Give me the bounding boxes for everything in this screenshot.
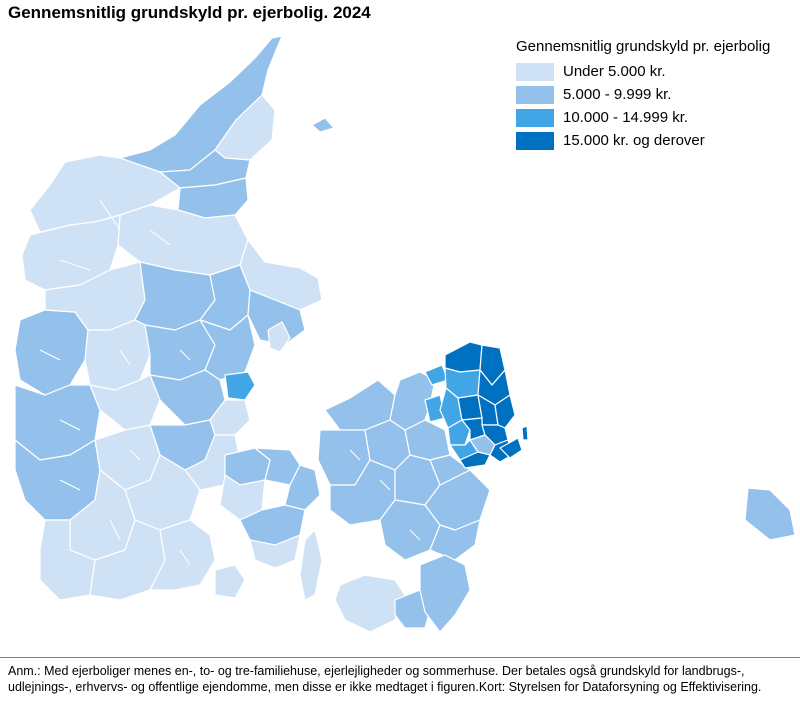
region-gribskov: [444, 341, 483, 373]
legend-item: 5.000 - 9.999 kr.: [516, 83, 792, 106]
legend-swatch: [516, 108, 554, 127]
region-vordingborg: [419, 554, 471, 633]
region-als: [214, 564, 246, 599]
legend-item: Under 5.000 kr.: [516, 60, 792, 83]
region-langeland: [299, 529, 323, 601]
legend: Gennemsnitlig grundskyld pr. ejerbolig U…: [516, 38, 792, 152]
region-sonderborg: [149, 519, 216, 591]
legend-items: Under 5.000 kr. 5.000 - 9.999 kr. 10.000 -…: [516, 60, 792, 152]
legend-label: 15.000 kr. og derover: [563, 132, 705, 149]
legend-label: 5.000 - 9.999 kr.: [563, 86, 672, 103]
region-bornholm: [744, 487, 796, 541]
legend-label: 10.000 - 14.999 kr.: [563, 109, 689, 126]
footer-divider: [0, 657, 800, 658]
legend-swatch: [516, 62, 554, 81]
region-djursland: [247, 289, 306, 346]
map-title: Gennemsnitlig grundskyld pr. ejerbolig. …: [8, 3, 371, 22]
legend-swatch: [516, 131, 554, 150]
legend-item: 10.000 - 14.999 kr.: [516, 106, 792, 129]
region-hvidovre: [459, 451, 491, 469]
region-saltholm: [521, 425, 529, 441]
region-frederikssund: [389, 371, 436, 431]
region-samso: [267, 321, 291, 353]
region-lolland: [334, 574, 406, 633]
region-stevns: [429, 519, 481, 561]
region-tarnby: [499, 437, 523, 459]
region-greve: [429, 454, 471, 486]
legend-swatch: [516, 85, 554, 104]
region-holstebro: [14, 309, 89, 396]
region-aarhus: [224, 371, 256, 401]
legend-title: Gennemsnitlig grundskyld pr. ejerbolig: [516, 38, 771, 55]
region-ballerup: [447, 419, 471, 446]
legend-label: Under 5.000 kr.: [563, 63, 666, 80]
footnote: Anm.: Med ejerboliger menes en-, to- og …: [8, 664, 762, 694]
region-svendborg: [249, 534, 301, 569]
legend-item: 15.000 kr. og derover: [516, 129, 792, 152]
region-anholt: [311, 117, 335, 133]
municipal-borders: [39, 199, 421, 566]
region-horsholm: [494, 394, 516, 429]
region-herning: [84, 319, 151, 391]
